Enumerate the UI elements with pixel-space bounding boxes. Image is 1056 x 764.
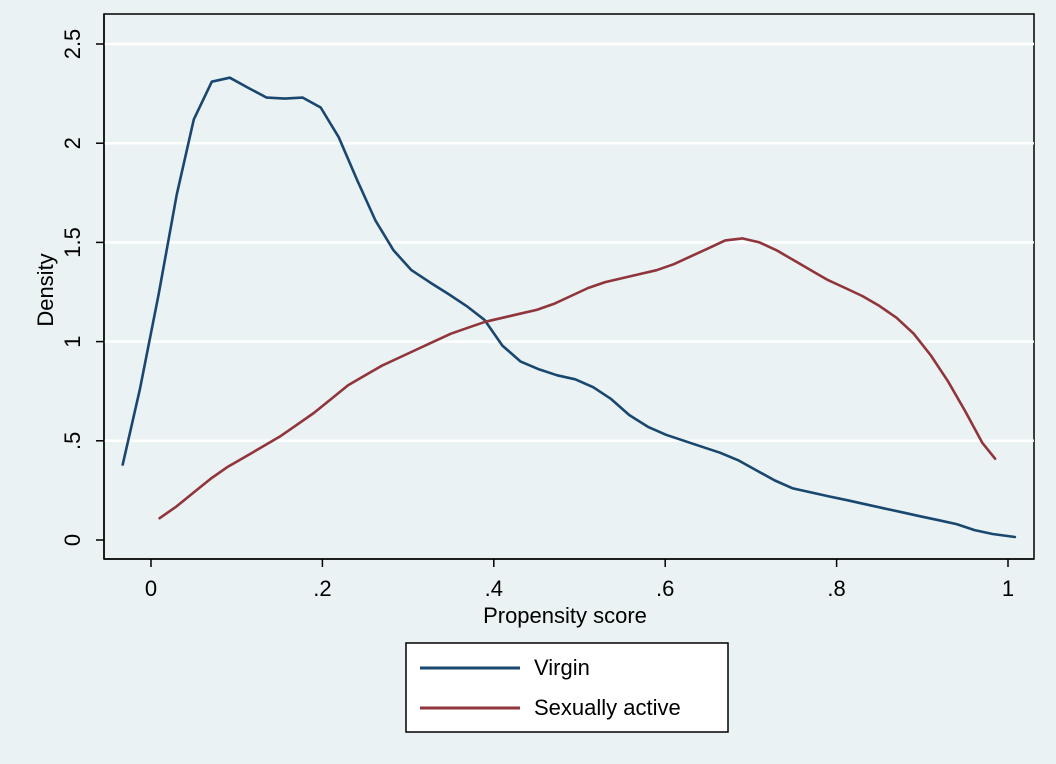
y-axis: 0 .5 1 1.5 2 2.5 <box>60 14 105 559</box>
y-axis-title: Density <box>33 253 58 326</box>
series-line-virgin <box>121 76 1017 539</box>
x-tick-label: .6 <box>656 576 674 601</box>
legend-label-sexually-active: Sexually active <box>534 695 681 720</box>
legend-label-virgin: Virgin <box>534 655 590 680</box>
y-tick-label: 2.5 <box>60 29 85 60</box>
y-tick-label: 0 <box>60 534 85 546</box>
series-layer <box>121 76 1017 539</box>
x-tick-label: 0 <box>145 576 157 601</box>
x-axis: 0 .2 .4 .6 .8 1 <box>104 558 1034 601</box>
y-tick-label: 1.5 <box>60 227 85 258</box>
legend-box <box>405 642 729 733</box>
y-tick-label: 1 <box>60 335 85 347</box>
y-tick-label: 2 <box>60 137 85 149</box>
legend: Virgin Sexually active <box>405 642 729 733</box>
y-tick-label: .5 <box>60 432 85 450</box>
x-axis-title: Propensity score <box>483 603 647 628</box>
grid-lines <box>104 42 1034 443</box>
x-tick-label: .4 <box>485 576 503 601</box>
x-tick-label: .2 <box>313 576 331 601</box>
plot-area <box>103 13 1035 560</box>
x-tick-label: .8 <box>827 576 845 601</box>
series-line-sexually-active <box>158 237 997 520</box>
x-tick-label: 1 <box>1002 576 1014 601</box>
